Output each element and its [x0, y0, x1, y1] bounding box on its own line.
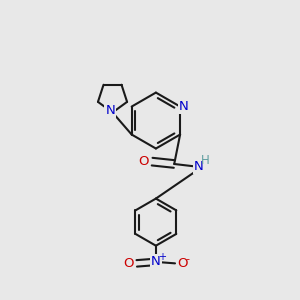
- Text: O: O: [139, 154, 149, 167]
- Text: +: +: [158, 252, 166, 262]
- Text: -: -: [185, 254, 189, 264]
- Text: N: N: [105, 103, 115, 117]
- Text: H: H: [201, 154, 210, 167]
- Text: N: N: [151, 255, 161, 268]
- Text: O: O: [177, 257, 187, 270]
- Text: O: O: [123, 257, 134, 270]
- Text: N: N: [194, 160, 203, 173]
- Text: N: N: [179, 100, 188, 113]
